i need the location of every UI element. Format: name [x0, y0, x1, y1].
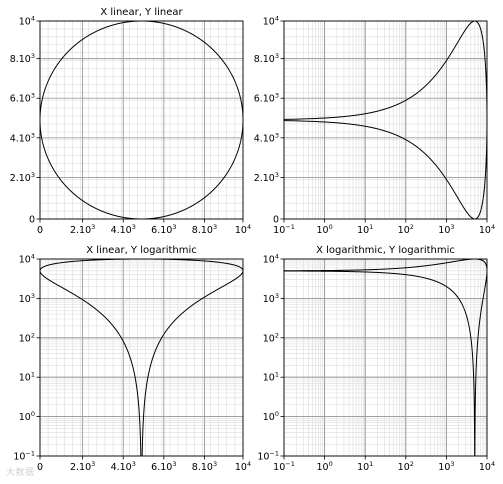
y-tick-label: 4.103 — [254, 131, 279, 144]
x-tick-label: 0 — [37, 225, 43, 236]
x-tick-label: 104 — [235, 223, 251, 236]
panel-x-log-y-log: 10−1 100 101 102 103 104 10−1 100 101 102 103 104 X … — [257, 245, 495, 473]
y-tick-label: 8.103 — [254, 52, 279, 65]
y-tick-label: 0 — [29, 215, 35, 226]
x-tick-label: 4.103 — [111, 460, 136, 473]
y-tick-label: 4.103 — [10, 131, 35, 144]
y-tick-label: 10−1 — [257, 450, 279, 463]
x-tick-label: 10−1 — [273, 223, 295, 236]
x-tick-label: 101 — [357, 460, 373, 473]
panel-x-linear-y-linear: 0 2.103 4.103 6.103 8.103 104 0 2.103 4.103 6.103… — [10, 7, 251, 236]
panel-title: X linear, Y linear — [100, 7, 183, 18]
x-tick-label: 100 — [316, 460, 332, 473]
x-tick-label: 104 — [479, 460, 495, 473]
y-tick-label: 104 — [19, 15, 35, 28]
axes-frame — [283, 20, 488, 220]
y-tick-label: 102 — [263, 331, 279, 344]
axes-frame — [39, 258, 244, 457]
x-tick-label: 104 — [235, 460, 251, 473]
x-tick-label: 100 — [316, 223, 332, 236]
y-tick-label: 102 — [19, 331, 35, 344]
plot-area — [284, 259, 487, 456]
y-tick-label: 100 — [263, 410, 279, 423]
plot-area — [284, 21, 487, 219]
series-line-0 — [40, 259, 243, 456]
x-tick-label: 0 — [37, 462, 43, 473]
x-tick-label: 103 — [438, 223, 454, 236]
y-tick-label: 8.103 — [10, 52, 35, 65]
y-tick-label: 6.103 — [254, 92, 279, 105]
panel-x-log-y-linear: 10−1 100 101 102 103 104 0 2.103 4.103 6.103 8.103… — [254, 15, 495, 237]
y-tick-label: 6.103 — [10, 92, 35, 105]
y-tick-label: 2.103 — [254, 171, 279, 184]
series-line-0 — [284, 21, 487, 219]
y-tick-label: 0 — [273, 215, 279, 226]
y-tick-label: 104 — [263, 15, 279, 28]
y-tick-label: 104 — [19, 253, 35, 266]
watermark-logo: 大数据 — [6, 468, 35, 478]
y-tick-label: 103 — [263, 292, 279, 305]
panel-title: X logarithmic, Y logarithmic — [316, 245, 455, 256]
axes-frame — [39, 20, 244, 220]
y-tick-label: 101 — [263, 371, 279, 384]
y-tick-label: 100 — [19, 410, 35, 423]
x-tick-label: 6.103 — [151, 223, 176, 236]
x-tick-label: 8.103 — [192, 223, 217, 236]
y-tick-label: 101 — [19, 371, 35, 384]
x-tick-label: 6.103 — [151, 460, 176, 473]
x-tick-label: 2.103 — [70, 223, 95, 236]
y-tick-label: 10−1 — [13, 450, 35, 463]
x-tick-label: 2.103 — [70, 460, 95, 473]
x-tick-label: 101 — [357, 223, 373, 236]
panel-title: X linear, Y logarithmic — [86, 245, 197, 256]
panel-x-linear-y-log: 0 2.103 4.103 6.103 8.103 104 10−1 100 101 102 103… — [13, 245, 251, 473]
plot-area — [40, 259, 243, 456]
series-line-0 — [40, 21, 243, 219]
y-tick-label: 104 — [263, 253, 279, 266]
x-tick-label: 8.103 — [192, 460, 217, 473]
x-tick-label: 102 — [398, 223, 414, 236]
x-tick-label: 103 — [438, 460, 454, 473]
x-tick-label: 4.103 — [111, 223, 136, 236]
plot-area — [40, 21, 243, 219]
grid — [39, 20, 244, 220]
x-tick-label: 104 — [479, 223, 495, 236]
x-tick-label: 10−1 — [273, 460, 295, 473]
y-tick-label: 2.103 — [10, 171, 35, 184]
y-tick-label: 103 — [19, 292, 35, 305]
x-tick-label: 102 — [398, 460, 414, 473]
axes-frame — [283, 258, 488, 457]
